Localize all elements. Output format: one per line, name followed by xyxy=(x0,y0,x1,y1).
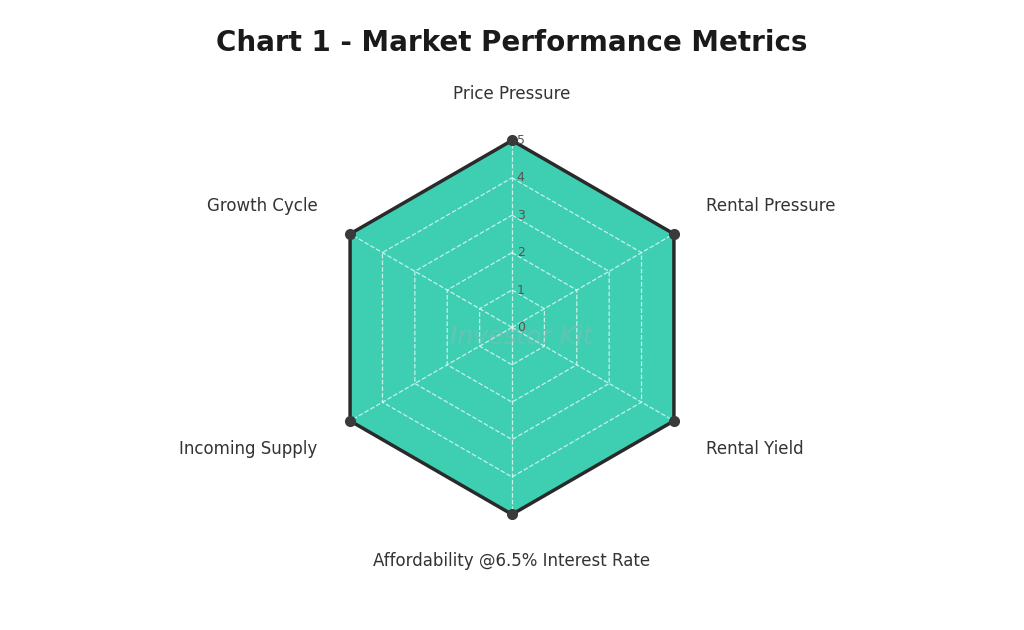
Text: Growth Cycle: Growth Cycle xyxy=(207,197,317,215)
Text: Rental Pressure: Rental Pressure xyxy=(707,197,836,215)
Text: Affordability @6.5% Interest Rate: Affordability @6.5% Interest Rate xyxy=(374,552,650,570)
Text: Incoming Supply: Incoming Supply xyxy=(179,440,317,457)
Polygon shape xyxy=(447,253,577,402)
Text: 2: 2 xyxy=(517,246,524,259)
Polygon shape xyxy=(350,140,674,514)
Text: Price Pressure: Price Pressure xyxy=(454,85,570,103)
Polygon shape xyxy=(383,178,641,477)
Text: 5: 5 xyxy=(517,134,524,147)
Text: 3: 3 xyxy=(517,209,524,222)
Text: 4: 4 xyxy=(517,171,524,185)
Polygon shape xyxy=(479,290,545,365)
Text: Investor Kit: Investor Kit xyxy=(450,324,593,349)
Text: Chart 1 - Market Performance Metrics: Chart 1 - Market Performance Metrics xyxy=(216,29,808,57)
Polygon shape xyxy=(415,215,609,440)
Text: 1: 1 xyxy=(517,284,524,297)
Text: Rental Yield: Rental Yield xyxy=(707,440,804,457)
Text: 0: 0 xyxy=(517,321,524,334)
